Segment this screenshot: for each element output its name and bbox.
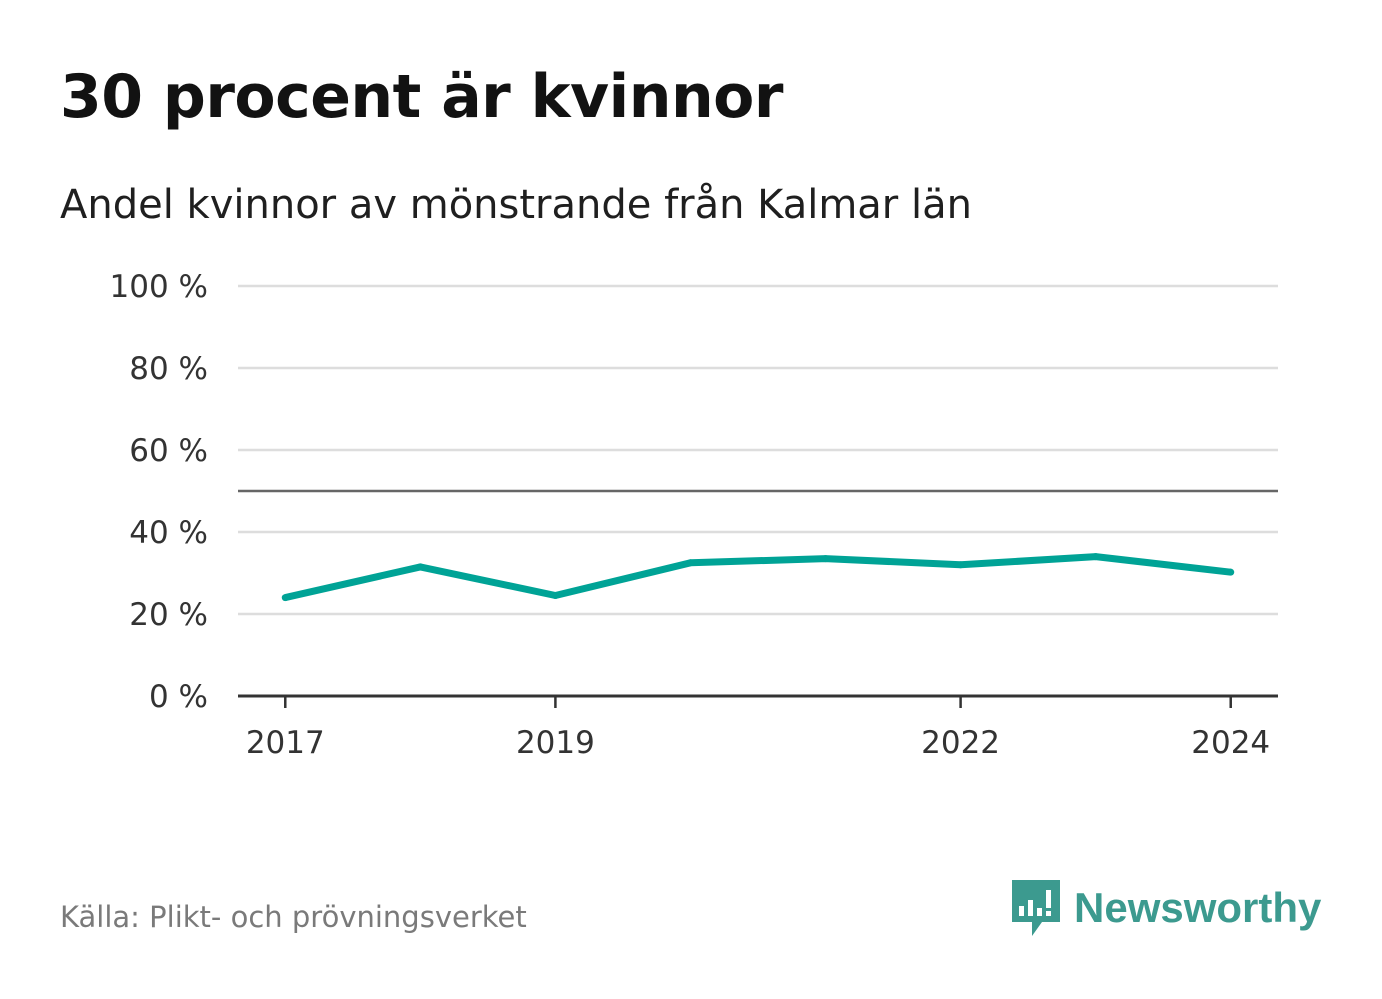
chart-subtitle: Andel kvinnor av mönstrande från Kalmar … bbox=[60, 182, 972, 228]
y-tick-label-100: 100 % bbox=[110, 269, 208, 305]
y-tick-label-0: 0 % bbox=[149, 679, 208, 715]
data-point-2019 bbox=[551, 592, 559, 600]
x-tick-labels: 2017 2019 2022 2024 bbox=[246, 725, 1270, 761]
chart-title: 30 procent är kvinnor bbox=[60, 62, 783, 132]
data-point-2023 bbox=[1092, 553, 1100, 561]
source-note: Källa: Plikt- och prövningsverket bbox=[60, 900, 527, 934]
y-tick-label-20: 20 % bbox=[129, 597, 208, 633]
y-tick-label-40: 40 % bbox=[129, 515, 208, 551]
data-point-2018 bbox=[416, 563, 424, 571]
data-point-2021 bbox=[822, 555, 830, 563]
x-tick-label-2017: 2017 bbox=[246, 725, 325, 761]
newsworthy-chart-icon bbox=[1012, 880, 1060, 936]
series-layer bbox=[281, 553, 1235, 602]
data-point-2017 bbox=[281, 594, 289, 602]
data-point-2022 bbox=[957, 561, 965, 569]
x-tick-label-2019: 2019 bbox=[516, 725, 595, 761]
logo-text: Newsworthy bbox=[1074, 884, 1322, 931]
newsworthy-logo: Newsworthy bbox=[1010, 878, 1321, 938]
x-tick-label-2024: 2024 bbox=[1191, 725, 1270, 761]
data-point-2024 bbox=[1227, 568, 1235, 576]
data-point-2020 bbox=[686, 559, 694, 567]
y-tick-label-60: 60 % bbox=[129, 433, 208, 469]
grid-lines bbox=[238, 284, 1278, 616]
x-tick-label-2022: 2022 bbox=[921, 725, 1000, 761]
y-tick-labels: 0 % 20 % 40 % 60 % 80 % 100 % bbox=[110, 269, 208, 715]
y-tick-label-80: 80 % bbox=[129, 351, 208, 387]
series-line-0 bbox=[284, 553, 1232, 602]
axes bbox=[238, 694, 1278, 708]
